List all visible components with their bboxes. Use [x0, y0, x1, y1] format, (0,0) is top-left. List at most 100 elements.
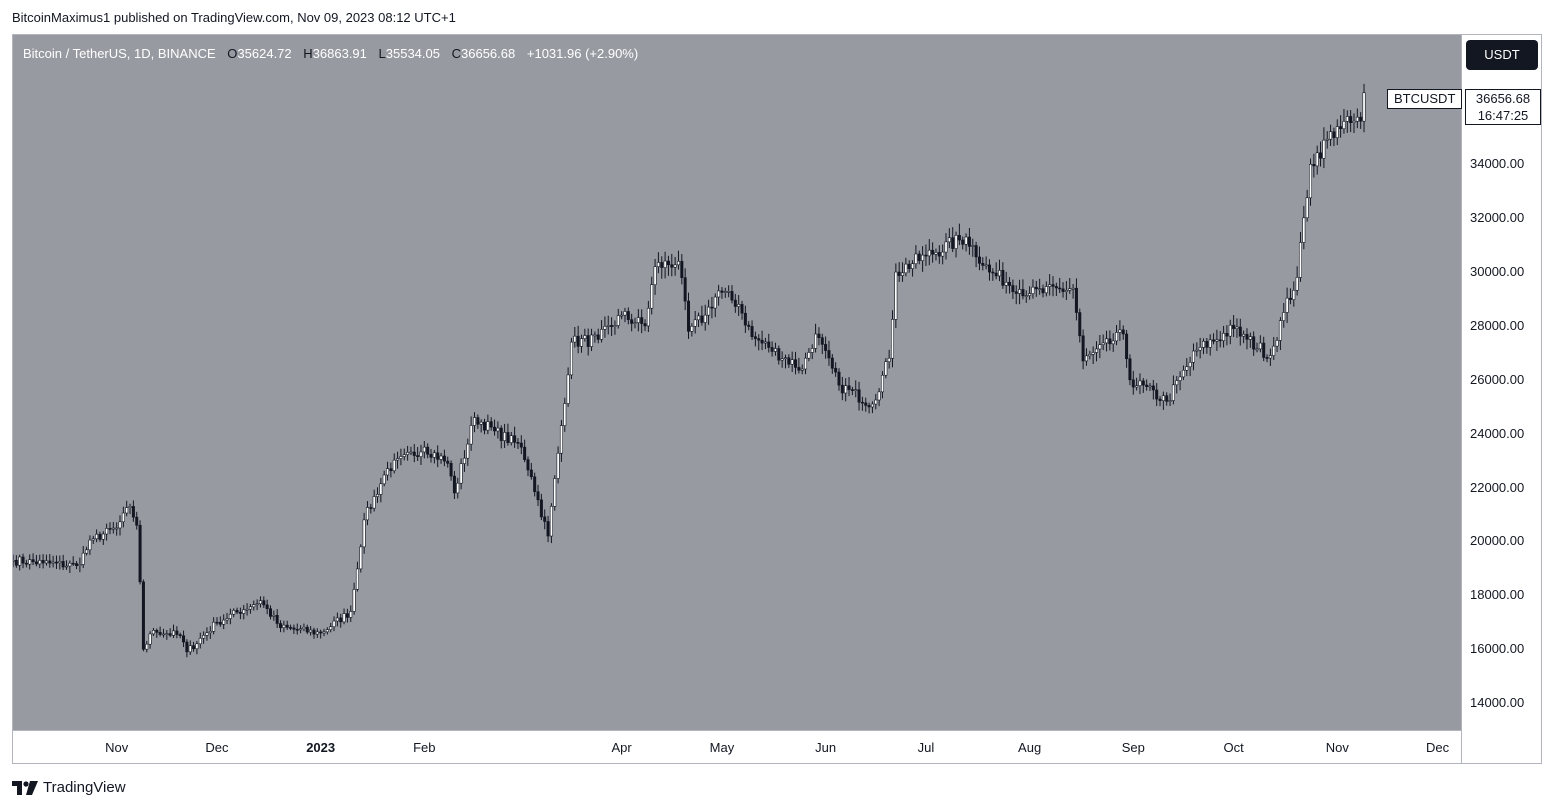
candle-body [1044, 286, 1048, 294]
time-tick-label: Nov [1325, 740, 1349, 755]
candle-body [964, 236, 968, 245]
candle [1345, 110, 1349, 133]
candle-body [426, 446, 430, 455]
candle [262, 596, 266, 608]
candle [248, 603, 252, 614]
candle [329, 622, 333, 633]
candle [315, 628, 319, 638]
candle-body [1158, 398, 1162, 401]
candle [332, 616, 336, 632]
candle [1292, 281, 1296, 307]
candle-body [1302, 217, 1306, 243]
currency-button[interactable]: USDT [1466, 40, 1538, 70]
candle-body [1245, 333, 1249, 340]
candle [145, 640, 149, 653]
candle [105, 523, 109, 541]
candle [509, 431, 513, 446]
candle-body [850, 389, 854, 391]
candle [794, 351, 798, 375]
candle [299, 625, 303, 634]
candle [192, 641, 196, 652]
candle [827, 340, 831, 366]
candle [195, 640, 199, 655]
candle [1081, 329, 1085, 370]
footer-brand[interactable]: TradingView [12, 779, 126, 796]
candle [717, 284, 721, 306]
candle [13, 554, 15, 568]
candle [673, 256, 677, 276]
candle-body [807, 352, 811, 359]
candle-body [1084, 355, 1088, 362]
candle-body [1329, 131, 1333, 140]
candle [941, 244, 945, 265]
candle-body [232, 610, 236, 615]
candle-body [1081, 335, 1085, 362]
candle-body [941, 251, 945, 257]
candle [1068, 277, 1072, 294]
candle [232, 608, 236, 618]
candle [386, 461, 390, 481]
candle [747, 321, 751, 331]
candle-body [202, 635, 206, 639]
candle-body [1268, 355, 1272, 359]
candle [800, 364, 804, 375]
candle-body [977, 256, 981, 264]
candle [1208, 334, 1212, 356]
time-tick-label: 2023 [306, 740, 336, 755]
candle-body [255, 603, 259, 606]
candle [596, 328, 600, 344]
candle-body [991, 271, 995, 274]
candle-body [192, 645, 196, 650]
last-price-tag: 36656.68 16:47:25 [1465, 89, 1541, 125]
candle-body [1061, 288, 1065, 292]
candle [1091, 346, 1095, 365]
candle [670, 253, 674, 277]
candle-body [767, 341, 771, 348]
candle [623, 307, 627, 323]
candle-body [1342, 121, 1346, 130]
plot-area[interactable] [13, 35, 1461, 730]
candle [1298, 231, 1302, 282]
candle [536, 484, 540, 507]
candle [58, 555, 62, 570]
candle [138, 520, 142, 585]
candle [603, 316, 607, 338]
candle [593, 331, 597, 343]
candle-body [1105, 338, 1109, 344]
candle [884, 358, 888, 379]
candle [499, 425, 503, 449]
candle [804, 352, 808, 375]
candle-body [1031, 286, 1035, 294]
candle [1352, 113, 1356, 133]
candle [182, 630, 186, 648]
candle-body [901, 272, 905, 276]
candle-body [703, 314, 707, 323]
candle-body [1151, 385, 1155, 391]
candle [857, 381, 861, 411]
candle [636, 309, 640, 332]
candle [713, 293, 717, 318]
candle-body [1295, 277, 1299, 291]
candle [222, 614, 226, 630]
candle [309, 626, 313, 636]
candle-body [760, 339, 764, 344]
candle [723, 287, 727, 298]
candle [737, 295, 741, 316]
candle [1121, 325, 1125, 340]
candle [616, 308, 620, 329]
candle-body [1078, 312, 1082, 337]
candle-body [804, 357, 808, 370]
candle-body [1074, 287, 1078, 313]
candle [516, 438, 520, 449]
candle-body [242, 609, 246, 614]
candle-body [834, 367, 838, 373]
candle-body [576, 335, 580, 347]
candle [1355, 108, 1359, 129]
candle-body [797, 367, 801, 371]
candle-body [974, 245, 978, 258]
candle-body [165, 633, 169, 635]
candle-body [299, 628, 303, 631]
candle [155, 628, 159, 638]
candle-body [780, 358, 784, 361]
candle [666, 255, 670, 276]
